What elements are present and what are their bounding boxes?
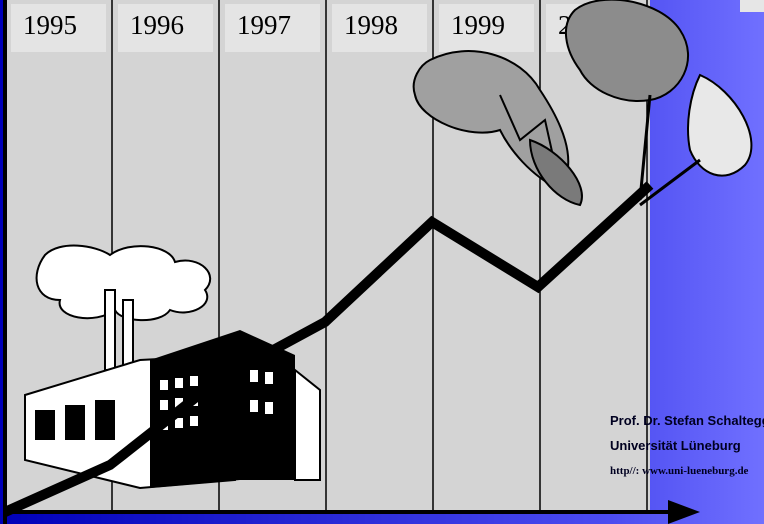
credit-name: Prof. Dr. Stefan Schaltegger <box>610 413 764 428</box>
year-label: 1995 <box>23 10 77 40</box>
credit-url: http//: www.uni-lueneburg.de <box>610 465 749 477</box>
year-label: 1998 <box>344 10 398 40</box>
corner-box <box>740 0 764 12</box>
year-label: 1996 <box>130 10 184 40</box>
slide: 199519961997199819992000 Pro <box>0 0 764 524</box>
year-label: 1999 <box>451 10 505 40</box>
year-label: 1997 <box>237 10 291 40</box>
credit-university: Universität Lüneburg <box>610 438 741 453</box>
